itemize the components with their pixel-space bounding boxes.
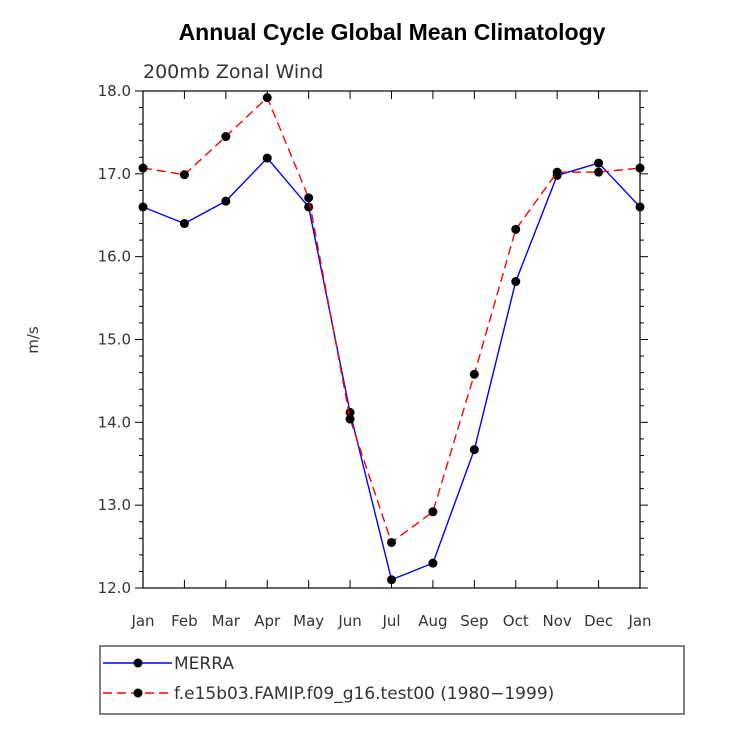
data-point — [179, 170, 189, 180]
series-layer — [138, 93, 645, 585]
x-tick-label: Feb — [171, 612, 198, 630]
data-point — [221, 196, 231, 206]
y-axis-label: m/s — [24, 326, 42, 354]
y-tick-label: 15.0 — [98, 331, 131, 349]
y-tick-label: 16.0 — [98, 248, 131, 266]
axis-ticks: Jan Feb Mar Apr May Jun Jul Aug Sep Oct Nov Dec Jan 1… — [98, 82, 652, 630]
legend: MERRA f.e15b03.FAMIP.f09_g16.test00 (1980… — [99, 645, 685, 715]
data-point — [345, 414, 355, 424]
x-tick-label: Jul — [381, 612, 400, 630]
legend-marker-1 — [133, 688, 143, 698]
data-point — [179, 219, 189, 229]
data-point — [221, 132, 231, 142]
x-tick-label: Nov — [543, 612, 572, 630]
x-tick-label: Apr — [254, 612, 281, 630]
data-point — [594, 158, 604, 168]
data-point — [304, 193, 314, 203]
x-tick-label: Jan — [130, 612, 154, 630]
data-point — [262, 153, 272, 163]
data-point — [428, 507, 438, 517]
x-tick-label: Jun — [337, 612, 361, 630]
y-tick-label: 13.0 — [98, 496, 131, 514]
series-line-1 — [142, 96, 641, 544]
chart-title: Annual Cycle Global Mean Climatology — [179, 19, 606, 45]
y-tick-label: 17.0 — [98, 165, 131, 183]
legend-marker-0 — [133, 658, 143, 668]
x-tick-label: Oct — [503, 612, 529, 630]
data-point — [511, 224, 521, 234]
legend-entries: MERRA f.e15b03.FAMIP.f09_g16.test00 (1980… — [103, 654, 554, 704]
data-point — [428, 558, 438, 568]
legend-box — [99, 645, 685, 715]
data-point — [387, 537, 396, 547]
data-point — [304, 202, 314, 212]
x-tick-label: Mar — [212, 612, 241, 630]
legend-label-1: f.e15b03.FAMIP.f09_g16.test00 (1980−1999… — [174, 684, 554, 704]
x-tick-label: Dec — [584, 612, 613, 630]
x-tick-label: Aug — [418, 612, 447, 630]
x-tick-label: Jan — [627, 612, 651, 630]
y-tick-label: 18.0 — [98, 82, 131, 100]
data-point — [594, 167, 604, 177]
series-line-0 — [142, 157, 641, 581]
legend-label-0: MERRA — [174, 654, 234, 674]
plot-frame — [142, 90, 641, 589]
x-tick-label: May — [293, 612, 324, 630]
data-point — [511, 277, 521, 287]
y-tick-label: 14.0 — [98, 413, 131, 431]
data-point — [552, 167, 562, 177]
chart-subtitle: 200mb Zonal Wind — [143, 61, 323, 83]
data-point — [469, 445, 479, 455]
data-point — [262, 93, 272, 103]
y-tick-label: 12.0 — [98, 579, 131, 597]
data-point — [387, 575, 396, 585]
x-tick-label: Sep — [460, 612, 488, 630]
data-point — [469, 369, 479, 379]
